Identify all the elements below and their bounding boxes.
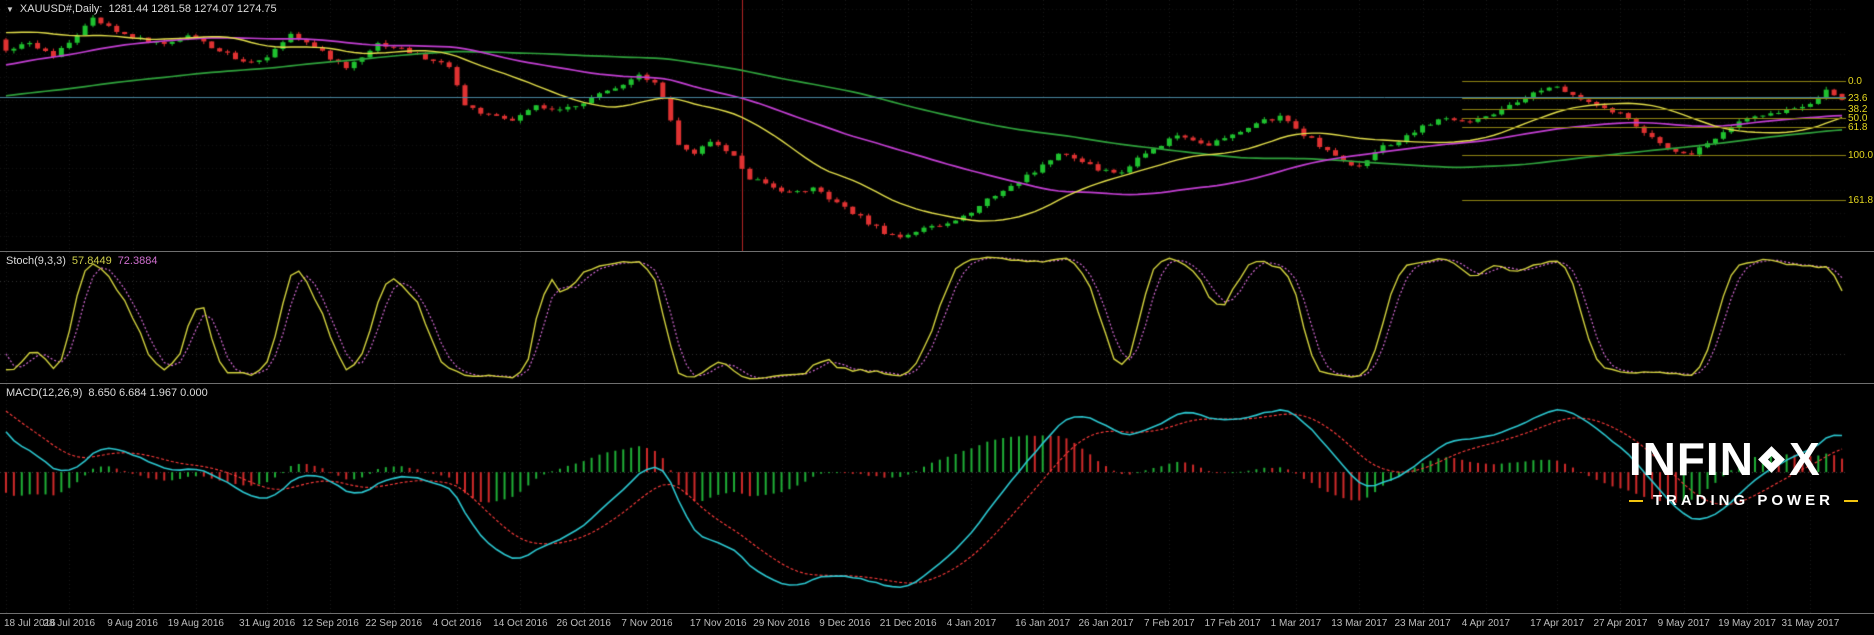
time-axis[interactable]: 18 Jul 2016 28 Jul 2016 9 Aug 2016 19 Aug 2…	[0, 614, 1874, 635]
time-axis-label: 19 Aug 2016	[167, 618, 224, 629]
panel-separator	[0, 251, 1874, 252]
time-axis-label: 17 Apr 2017	[1530, 618, 1585, 629]
time-axis-label: 17 Nov 2016	[689, 618, 747, 629]
time-axis-label: 26 Oct 2016	[556, 618, 611, 629]
time-axis-label: 28 Jul 2016	[43, 618, 96, 629]
fib-level-label: 50.0	[1848, 112, 1868, 124]
fib-level-label: 61.8	[1848, 121, 1868, 133]
fib-level-label: 100.0	[1848, 149, 1874, 161]
macd-chart-canvas[interactable]	[0, 384, 1874, 613]
fib-level-label: 161.8	[1848, 195, 1874, 207]
time-axis-label: 13 Mar 2017	[1331, 618, 1388, 629]
time-axis-label: 21 Dec 2016	[879, 618, 937, 629]
time-axis-label: 1 Mar 2017	[1270, 618, 1322, 629]
macd-panel: MACD(12,26,9) 8.650 6.684 1.967 0.000 IN…	[0, 384, 1874, 613]
fib-level-label: 0.0	[1848, 76, 1862, 88]
infinox-logo-title: INFIN X	[1629, 436, 1858, 482]
time-axis-label: 26 Jan 2017	[1078, 618, 1134, 629]
time-axis-label: 23 Mar 2017	[1394, 618, 1451, 629]
panel-separator	[0, 613, 1874, 614]
stochastic-panel: Stoch(9,3,3) 57.8449 72.3884	[0, 252, 1874, 383]
logo-text-right: X	[1788, 433, 1821, 485]
time-axis-label: 12 Sep 2016	[302, 618, 359, 629]
diamond-icon	[1758, 445, 1785, 473]
time-axis-label: 31 Aug 2016	[239, 618, 296, 629]
infinox-logo-subtitle: TRADING POWER	[1628, 492, 1858, 509]
time-axis-label: 31 May 2017	[1781, 618, 1840, 629]
logo-text-left: INFIN	[1628, 433, 1754, 485]
time-axis-label: 29 Nov 2016	[753, 618, 810, 629]
stoch-chart-canvas[interactable]	[0, 252, 1874, 383]
time-axis-label: 22 Sep 2016	[365, 618, 423, 629]
time-axis-label: 17 Feb 2017	[1204, 618, 1261, 629]
time-axis-label: 4 Apr 2017	[1461, 618, 1511, 629]
panel-separator	[0, 383, 1874, 384]
main-chart-panel: ▼ XAUUSD#,Daily: 1281.44 1281.58 1274.07…	[0, 0, 1874, 251]
one-click-trading-icon[interactable]: ▼	[6, 4, 14, 14]
infinox-logo: INFIN X TRADING POWER	[1628, 436, 1858, 509]
time-axis-label: 9 May 2017	[1657, 618, 1710, 629]
time-axis-label: 4 Jan 2017	[946, 618, 997, 629]
logo-subtitle-text: TRADING POWER	[1652, 492, 1834, 509]
time-axis-label: 7 Feb 2017	[1144, 618, 1195, 629]
time-axis-label: 9 Aug 2016	[107, 618, 158, 629]
fib-level-label: 23.6	[1848, 93, 1868, 105]
main-chart-canvas[interactable]	[0, 0, 1874, 251]
time-axis-label: 7 Nov 2016	[621, 618, 673, 629]
time-axis-label: 27 Apr 2017	[1593, 618, 1648, 629]
time-axis-label: 14 Oct 2016	[493, 618, 548, 629]
time-axis-label: 4 Oct 2016	[432, 618, 482, 629]
logo-accent-line	[1628, 499, 1643, 502]
time-axis-label: 18 Jul 2016	[4, 618, 56, 629]
time-axis-label: 19 May 2017	[1718, 618, 1776, 629]
time-axis-label: 9 Dec 2016	[819, 618, 871, 629]
fib-level-label: 38.2	[1848, 104, 1868, 116]
logo-accent-line	[1844, 499, 1858, 502]
time-axis-label: 16 Jan 2017	[1015, 618, 1071, 629]
